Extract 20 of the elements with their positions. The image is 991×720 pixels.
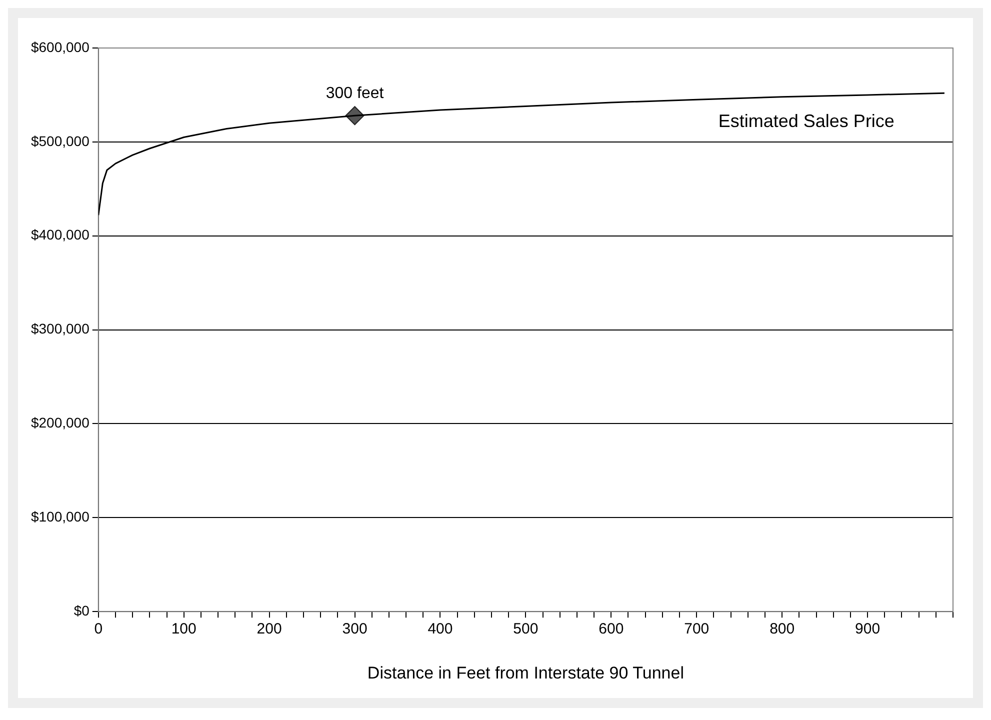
y-tick-label: $100,000 [30,508,90,525]
x-tick-label: 600 [598,620,624,638]
annotation: 300 feet [326,85,384,102]
x-tick-label: 0 [94,620,103,638]
x-tick-label: 800 [770,620,795,638]
y-tick-label: $200,000 [30,414,90,431]
x-tick-label: 400 [428,620,453,638]
x-tick-label: 100 [171,620,196,638]
x-tick-label: 700 [684,620,710,638]
x-tick-label: 200 [256,620,282,638]
x-tick-label: 300 [342,620,368,638]
series-label: Estimated Sales Price [718,111,894,132]
y-tick-label: $400,000 [30,226,90,243]
x-tick-label: 500 [513,620,538,638]
x-axis-title: Distance in Feet from Interstate 90 Tunnel [367,663,684,682]
y-tick-label: $600,000 [30,38,90,55]
y-tick-label: $300,000 [30,320,90,337]
y-tick-label: $0 [74,602,90,618]
y-tick-label: $500,000 [30,132,90,149]
x-tick-label: 900 [855,620,880,638]
